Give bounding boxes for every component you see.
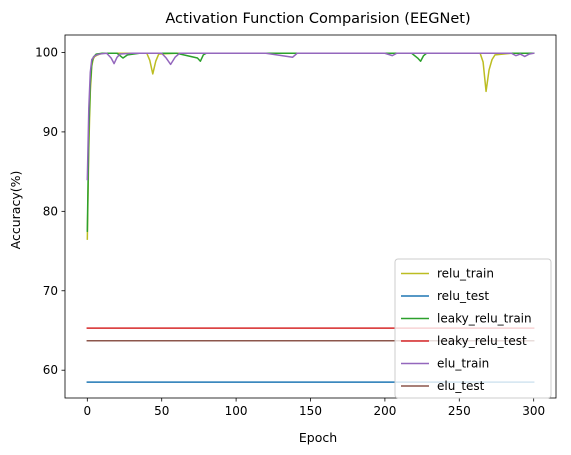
legend-label: relu_train [437, 267, 494, 281]
x-axis-label: Epoch [299, 430, 337, 445]
x-tick-label: 300 [522, 404, 545, 418]
plot-area: 0 50 100 150 200 250 30060708090100relu_trainr… [35, 35, 556, 418]
legend-label: leaky_relu_test [437, 334, 527, 348]
series-line-relu-train [87, 53, 533, 239]
y-tick-label: 100 [35, 45, 58, 59]
y-tick-label: 80 [43, 204, 58, 218]
y-tick-label: 60 [43, 363, 58, 377]
y-tick-label: 70 [43, 284, 58, 298]
legend-label: elu_train [437, 357, 489, 371]
series-line-leaky-relu-train [87, 53, 533, 231]
x-tick-label: 100 [225, 404, 248, 418]
legend-label: elu_test [437, 379, 485, 393]
chart-title: Activation Function Comparision (EEGNet) [165, 11, 470, 27]
series-line-elu-train [87, 53, 533, 179]
y-axis-label: Accuracy(%) [8, 171, 23, 250]
legend-label: leaky_relu_train [437, 312, 532, 326]
x-tick-label: 250 [448, 404, 471, 418]
x-tick-label: 50 [154, 404, 169, 418]
x-tick-label: 0 [83, 404, 91, 418]
x-tick-label: 150 [299, 404, 322, 418]
y-tick-label: 90 [43, 125, 58, 139]
legend: relu_train relu_test leaky_relu_trainleaky… [395, 259, 551, 398]
x-tick-label: 200 [373, 404, 396, 418]
legend-label: relu_test [437, 289, 489, 303]
